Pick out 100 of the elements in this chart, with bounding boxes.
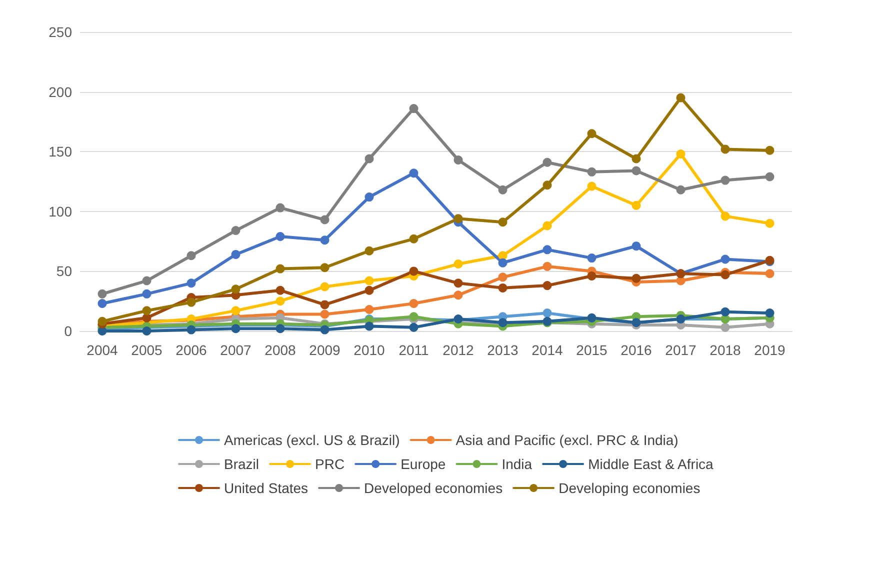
point <box>142 306 152 316</box>
point <box>720 307 730 316</box>
x-tick-label: 2013 <box>487 342 519 358</box>
y-tick-label: 100 <box>48 203 72 220</box>
point <box>454 155 463 164</box>
point <box>186 325 196 334</box>
point <box>320 310 330 319</box>
point <box>542 245 552 254</box>
x-tick-label: 2019 <box>754 342 786 358</box>
point <box>498 283 508 292</box>
point <box>320 263 330 272</box>
point <box>454 260 463 269</box>
point <box>320 236 330 245</box>
point <box>364 192 374 202</box>
point <box>276 203 285 212</box>
point <box>409 312 418 322</box>
point <box>498 318 508 328</box>
point <box>98 298 107 308</box>
point <box>676 149 686 158</box>
y-tick-label: 50 <box>56 263 72 280</box>
point <box>231 284 240 294</box>
x-tick-label: 2007 <box>220 342 252 358</box>
point <box>142 289 152 298</box>
legend-label: India <box>502 456 532 472</box>
point <box>632 154 641 164</box>
point <box>231 226 240 236</box>
y-tick-label: 250 <box>48 24 72 40</box>
point <box>409 322 418 332</box>
x-tick-label: 2008 <box>264 342 296 358</box>
point <box>276 286 285 295</box>
point <box>632 200 641 210</box>
legend-label: Brazil <box>224 456 260 472</box>
y-tick-label: 0 <box>64 323 72 339</box>
point <box>186 278 196 288</box>
legend-label: Asia and Pacific (excl. PRC & India) <box>456 432 678 448</box>
point <box>276 232 285 242</box>
point <box>676 185 686 194</box>
x-tick-label: 2009 <box>309 342 341 358</box>
x-tick-label: 2012 <box>442 342 474 358</box>
point <box>542 180 552 190</box>
point <box>142 276 152 286</box>
point <box>720 322 730 332</box>
point <box>587 271 596 280</box>
point <box>587 254 596 263</box>
point <box>676 93 686 102</box>
point <box>587 182 596 191</box>
point <box>498 185 508 194</box>
point <box>409 266 418 276</box>
y-tick-label: 200 <box>48 84 72 100</box>
point <box>231 306 240 316</box>
point <box>364 246 374 256</box>
x-tick-label: 2018 <box>710 342 742 358</box>
point <box>542 281 552 290</box>
point <box>498 218 508 227</box>
x-tick-label: 2005 <box>131 342 163 358</box>
point <box>364 286 374 295</box>
legend-label: Americas (excl. US & Brazil) <box>224 432 400 448</box>
point <box>765 308 774 318</box>
x-tick-label: 2004 <box>86 342 118 358</box>
legend-label: Developed economies <box>364 480 503 496</box>
x-tick-label: 2017 <box>665 342 697 358</box>
point <box>720 212 730 221</box>
point <box>364 276 374 286</box>
point <box>276 324 285 334</box>
x-tick-label: 2014 <box>532 342 564 358</box>
point <box>364 322 374 331</box>
point <box>720 270 730 280</box>
point <box>276 296 285 306</box>
point <box>231 250 240 259</box>
point <box>320 325 330 334</box>
point <box>186 298 196 307</box>
point <box>632 166 641 176</box>
legend-label: Europe <box>400 456 446 472</box>
point <box>720 254 730 264</box>
point <box>542 221 552 230</box>
x-tick-label: 2006 <box>176 342 208 358</box>
point <box>632 242 641 251</box>
point <box>320 282 330 292</box>
point <box>409 168 418 178</box>
point <box>765 146 774 155</box>
point <box>542 262 552 271</box>
point <box>364 154 374 164</box>
point <box>720 144 730 154</box>
point <box>765 269 774 278</box>
point <box>409 104 418 114</box>
point <box>320 300 330 310</box>
x-tick-label: 2011 <box>398 342 430 358</box>
point <box>364 304 374 314</box>
point <box>98 289 107 298</box>
x-tick-label: 2015 <box>576 342 608 358</box>
legend-label: Middle East & Africa <box>588 456 714 472</box>
x-tick-label: 2016 <box>620 342 652 358</box>
point <box>186 251 196 260</box>
point <box>498 258 508 268</box>
point <box>542 308 552 318</box>
point <box>587 167 596 176</box>
point <box>320 215 330 224</box>
point <box>454 278 463 288</box>
point <box>542 158 552 167</box>
y-tick-label: 150 <box>48 144 72 160</box>
